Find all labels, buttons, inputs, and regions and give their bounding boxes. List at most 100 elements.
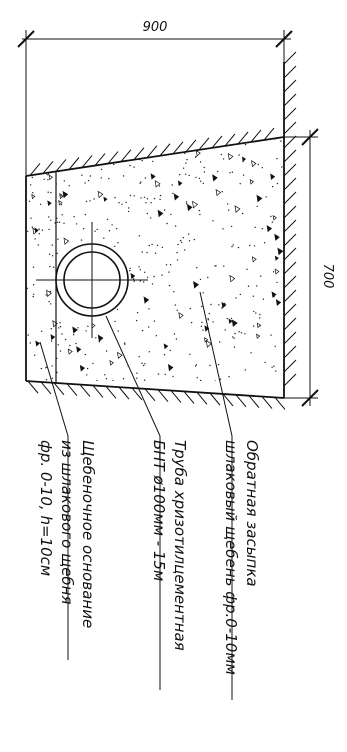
hatch-stroke	[283, 219, 297, 233]
hatch-stroke	[283, 331, 297, 345]
texture-dot	[220, 153, 222, 156]
hatch-stroke	[157, 389, 169, 403]
hatch-stroke	[283, 107, 297, 121]
texture-dot	[159, 198, 161, 201]
texture-dot	[47, 179, 49, 181]
texture-dot	[180, 241, 183, 243]
hatch-stroke	[283, 79, 297, 93]
texture-stone	[228, 318, 233, 324]
texture-dot	[145, 202, 147, 204]
hatch-stroke	[79, 384, 91, 397]
texture-dot	[246, 268, 248, 270]
hatch-stroke	[261, 396, 273, 409]
texture-dot	[96, 228, 98, 231]
hatch-stroke	[283, 135, 297, 149]
texture-dot	[133, 166, 135, 168]
texture-dot	[115, 392, 116, 393]
texture-dot	[203, 171, 206, 173]
texture-stone	[193, 280, 200, 289]
texture-stone	[109, 359, 114, 366]
texture-dot	[190, 390, 191, 391]
texture-dot	[58, 221, 61, 223]
texture-dot	[52, 266, 55, 268]
base-label-line3: фр. 0-10, h=10см	[37, 440, 55, 576]
texture-dot	[168, 284, 171, 287]
texture-dot	[241, 212, 244, 215]
texture-dot	[280, 140, 282, 142]
texture-dot	[47, 191, 49, 193]
texture-dot	[48, 216, 50, 218]
texture-dot	[139, 182, 141, 184]
texture-dot	[57, 140, 59, 142]
texture-dot	[233, 346, 236, 348]
texture-dot	[277, 137, 280, 139]
hatch-stroke	[159, 143, 171, 157]
hatch-stroke	[66, 383, 78, 397]
hatch-stroke	[198, 137, 210, 151]
texture-dot	[100, 168, 103, 171]
texture-dot	[69, 344, 71, 347]
texture-stone	[67, 348, 73, 355]
texture-stone	[241, 156, 247, 162]
texture-dot	[176, 309, 178, 311]
hatch-stroke	[263, 127, 275, 141]
texture-dot	[222, 158, 225, 160]
texture-dot	[281, 166, 283, 168]
texture-dot	[89, 200, 91, 202]
texture-dot	[194, 365, 197, 367]
texture-dot	[155, 335, 157, 337]
texture-dot	[45, 294, 47, 296]
width-tick-left	[17, 30, 35, 48]
texture-stone	[103, 196, 108, 202]
texture-stone	[256, 322, 262, 329]
texture-dot	[122, 175, 125, 177]
texture-dot	[221, 307, 223, 309]
texture-dot	[150, 202, 152, 204]
texture-dot	[143, 196, 146, 198]
texture-dot	[176, 259, 179, 261]
texture-dot	[191, 382, 192, 383]
texture-dot	[34, 238, 36, 240]
texture-dot	[275, 370, 277, 372]
texture-dot	[238, 154, 240, 156]
texture-dot	[132, 278, 135, 280]
texture-dot	[84, 353, 87, 356]
texture-dot	[264, 361, 266, 364]
texture-dot	[46, 154, 49, 156]
texture-dot	[146, 396, 147, 397]
texture-dot	[144, 271, 146, 273]
texture-dot	[146, 212, 148, 215]
texture-dot	[41, 229, 44, 231]
texture-dot	[81, 174, 83, 176]
trench-bottom-right-edge	[25, 380, 285, 399]
texture-dot	[242, 174, 245, 176]
texture-stone	[72, 326, 78, 334]
texture-dot	[56, 217, 58, 220]
texture-dot	[40, 367, 43, 370]
texture-dot	[136, 312, 139, 314]
texture-dot	[257, 163, 259, 166]
texture-stone	[221, 301, 227, 309]
texture-dot	[154, 252, 157, 254]
texture-dot	[111, 224, 113, 226]
texture-stone	[229, 274, 236, 283]
texture-dot	[87, 325, 89, 327]
texture-stone	[249, 179, 255, 185]
texture-dot	[136, 372, 138, 374]
texture-stone	[251, 160, 257, 168]
texture-dot	[207, 318, 209, 320]
hatch-stroke	[146, 145, 158, 159]
texture-dot	[26, 263, 27, 266]
texture-dot	[27, 230, 29, 232]
texture-dot	[40, 330, 43, 332]
texture-dot	[185, 201, 188, 203]
texture-dot	[198, 209, 200, 212]
texture-dot	[231, 171, 234, 173]
hatch-stroke	[224, 133, 236, 147]
texture-dot	[103, 237, 105, 239]
width-dimension-label: 900	[143, 20, 168, 35]
texture-dot	[84, 213, 87, 216]
backfill-top-surface	[25, 136, 285, 177]
texture-dot	[195, 364, 198, 366]
texture-dot	[230, 317, 233, 320]
